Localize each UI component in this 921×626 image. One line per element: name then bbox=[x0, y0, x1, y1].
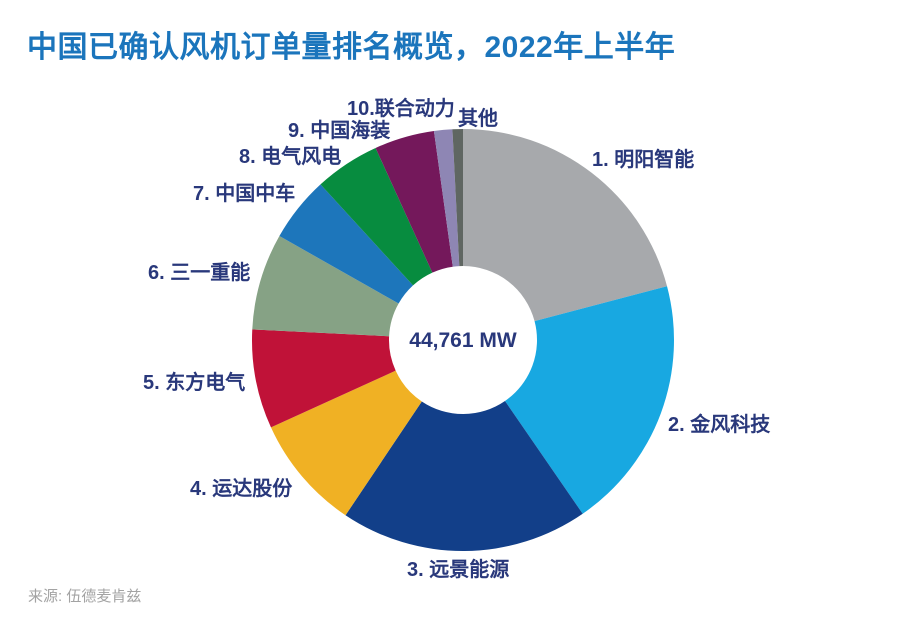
slice-label-9: 9. 中国海装 bbox=[288, 120, 391, 142]
donut-slice-9 bbox=[375, 131, 453, 273]
chart-title: 中国已确认风机订单量排名概览，2022年上半年 bbox=[27, 31, 676, 64]
donut-slice-8 bbox=[320, 147, 433, 286]
donut-slice-7 bbox=[279, 184, 414, 304]
donut-slice-6 bbox=[252, 236, 399, 337]
donut-slice-10 bbox=[433, 129, 460, 267]
slice-label-2: 2. 金风科技 bbox=[668, 414, 771, 436]
slice-label-8: 8. 电气风电 bbox=[239, 146, 342, 168]
donut-slice-1 bbox=[463, 129, 668, 322]
slice-label-3: 3. 远景能源 bbox=[407, 559, 510, 581]
slice-label-10: 10.联合动力 bbox=[347, 98, 455, 120]
donut-slice-other bbox=[452, 129, 463, 267]
slice-label-5: 5. 东方电气 bbox=[143, 372, 246, 394]
donut-center-total: 44,761 MW bbox=[409, 329, 517, 352]
donut-slice-3 bbox=[345, 400, 583, 552]
slice-label-1: 1. 明阳智能 bbox=[592, 149, 695, 171]
slice-label-other: 其他 bbox=[458, 108, 498, 130]
source-note: 来源: 伍德麦肯兹 bbox=[28, 588, 142, 605]
donut-slice-2 bbox=[504, 286, 675, 514]
slice-label-6: 6. 三一重能 bbox=[148, 262, 251, 284]
donut-slice-5 bbox=[252, 329, 396, 428]
donut-slice-4 bbox=[270, 370, 422, 516]
slice-label-4: 4. 运达股份 bbox=[190, 478, 293, 500]
slice-label-7: 7. 中国中车 bbox=[193, 183, 296, 205]
